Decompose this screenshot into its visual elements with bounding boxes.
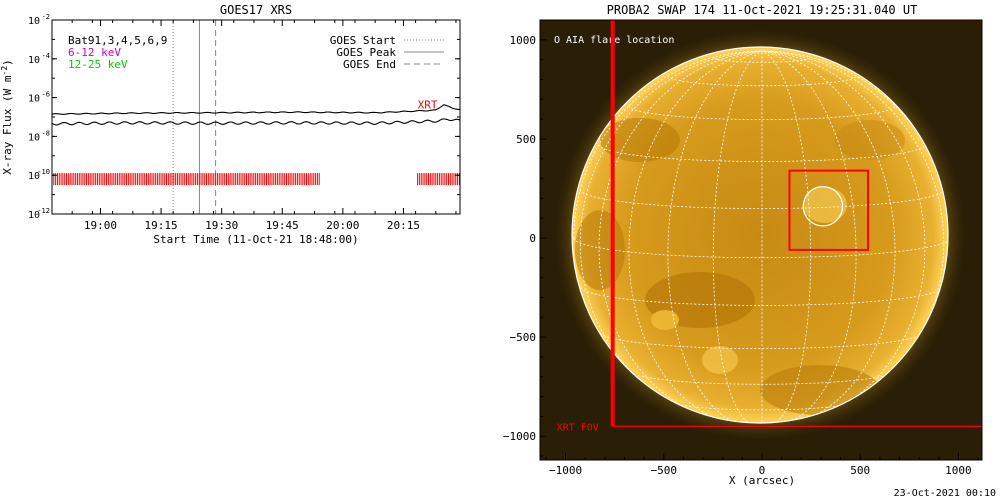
swap-y-tick-label: −500	[510, 331, 537, 344]
xrt-coverage-rug	[52, 173, 460, 186]
goes-x-tick-label: 19:45	[266, 219, 299, 232]
swap-x-axis-label: X (arcsec)	[729, 474, 795, 487]
latitude-line	[599, 333, 925, 349]
xrt-series-label: XRT	[418, 98, 438, 111]
longitude-line	[598, 50, 763, 423]
longitude-line	[761, 50, 926, 423]
swap-y-tick-label: 1000	[510, 34, 537, 47]
goes-event-legend-entry: GOES Peak	[336, 46, 396, 59]
solar-limb	[571, 46, 949, 424]
longitude-line	[712, 50, 763, 423]
swap-y-axis: 1000 500 0 −500 −1000	[503, 19, 547, 457]
xrt-fov-label: XRT FOV	[557, 422, 599, 433]
goes-x-tick-label: 20:15	[387, 219, 420, 232]
swap-plot-frame	[539, 19, 983, 461]
goes-x-tick-label: 19:15	[145, 219, 178, 232]
goes-energy-legend-entry: Bat91,3,4,5,6,9	[68, 34, 167, 47]
longitude-line	[761, 50, 857, 423]
goes-y-tick-label: 10	[28, 16, 40, 27]
aia-flare-location	[802, 186, 844, 227]
longitude-line	[761, 50, 896, 423]
goes-x-axis-label: Start Time (11-Oct-21 18:48:00)	[153, 233, 358, 246]
latitude-line	[712, 57, 812, 63]
goes-y-tick-exponent: -2	[42, 13, 50, 21]
longitude-line	[573, 50, 763, 239]
longitude-line	[628, 50, 763, 423]
swap-y-tick-label: −1000	[503, 430, 536, 443]
swap-x-tick-label: 1000	[945, 464, 972, 477]
longitude-line	[579, 50, 763, 412]
goes-event-legend-entry: GOES Start	[330, 34, 396, 47]
goes-series-layer	[52, 104, 460, 126]
goes-y-tick-label: 10	[28, 55, 40, 66]
swap-image: XRT FOV O AIA flare location	[540, 20, 982, 460]
swap-x-tick-label: −1000	[549, 464, 582, 477]
latitude-line	[580, 287, 944, 306]
swap-plot-title: PROBA2 SWAP 174 11-Oct-2021 19:25:31.040…	[607, 3, 918, 17]
flare-region-box	[788, 169, 870, 251]
swap-x-tick-label: 500	[850, 464, 870, 477]
goes-x-axis: 19:00 19:15 19:30 19:45 20:00 20:15	[51, 20, 457, 232]
goes-event-legend-entry: GOES End	[343, 58, 396, 71]
goes-y-tick-exponent: -6	[42, 91, 50, 99]
goes-y-tick-label: 10	[28, 210, 40, 221]
goes-flux-series	[52, 118, 460, 126]
goes-x-tick-label: 19:00	[84, 219, 117, 232]
swap-image-plot: PROBA2 SWAP 174 11-Oct-2021 19:25:31.040…	[503, 3, 983, 487]
solar-disk	[572, 47, 948, 423]
goes-energy-legend-entry: 6-12 keV	[68, 46, 121, 59]
goes-x-tick-label: 19:30	[205, 219, 238, 232]
goes-y-axis-label: X-ray Flux (W m-2)	[0, 59, 14, 175]
longitude-line	[761, 50, 945, 412]
goes-y-tick-exponent: -10	[37, 168, 50, 176]
swap-x-tick-label: −500	[651, 464, 678, 477]
footer-timestamp: 23-Oct-2021 00:10	[894, 488, 996, 499]
longitude-line	[761, 50, 812, 423]
goes-y-tick-label: 10	[28, 94, 40, 105]
goes-plot-title: GOES17 XRS	[220, 3, 292, 17]
goes-y-tick-exponent: -8	[42, 129, 50, 137]
longitude-line	[667, 50, 763, 423]
goes-y-tick-exponent: -4	[42, 52, 50, 60]
goes-flux-series	[52, 104, 460, 115]
swap-y-tick-label: 500	[516, 133, 536, 146]
goes-x-tick-label: 20:00	[326, 219, 359, 232]
goes-y-tick-label: 10	[28, 171, 40, 182]
swap-x-tick-label: 0	[759, 464, 766, 477]
swap-x-axis: −1000 −500 0 500 1000	[545, 453, 979, 477]
goes-y-tick-exponent: -12	[37, 207, 50, 215]
swap-y-tick-label: 0	[529, 232, 536, 245]
goes-energy-legend-entry: 12-25 keV	[68, 58, 128, 71]
goes-y-tick-label: 10	[28, 132, 40, 143]
